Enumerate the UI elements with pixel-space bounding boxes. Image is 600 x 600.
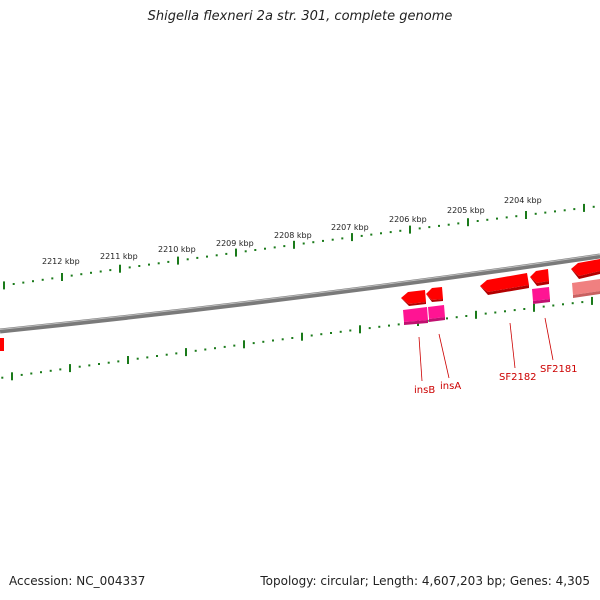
leader-SF2181 bbox=[544, 317, 554, 361]
label-leaders bbox=[418, 317, 554, 382]
outer-scale-ruler bbox=[3, 203, 595, 290]
scale-label-2209: 2209 kbp bbox=[216, 239, 254, 248]
scale-label-2205: 2205 kbp bbox=[447, 206, 485, 215]
gene-block-insB-lower[interactable] bbox=[403, 307, 428, 322]
leader-insA bbox=[438, 333, 450, 379]
gene-labels: insB insA SF2182 SF2181 bbox=[414, 364, 578, 396]
leader-insB bbox=[418, 336, 423, 382]
gene-arrow-insA-upper[interactable] bbox=[426, 287, 443, 300]
gene-label-SF2182[interactable]: SF2182 bbox=[499, 372, 537, 383]
gene-label-insA[interactable]: insA bbox=[440, 381, 461, 392]
scale-label-2207: 2207 kbp bbox=[331, 223, 369, 232]
leader-SF2182 bbox=[509, 322, 516, 369]
gene-arrow-SF2182[interactable] bbox=[480, 273, 529, 292]
gene-arrow-SF2181-upper[interactable] bbox=[530, 269, 549, 283]
gene-feature-left-edge[interactable] bbox=[0, 338, 4, 351]
gene-block-SF2181-lower[interactable] bbox=[532, 287, 550, 301]
genome-title: Shigella flexneri 2a str. 301, complete … bbox=[147, 9, 453, 24]
scale-label-2204: 2204 kbp bbox=[504, 196, 542, 205]
scale-labels: 2212 kbp 2211 kbp 2210 kbp 2209 kbp 2208… bbox=[42, 196, 542, 266]
gene-label-insB[interactable]: insB bbox=[414, 385, 435, 396]
accession-label: Accession: NC_004337 bbox=[9, 574, 146, 588]
gene-arrow-insB-upper[interactable] bbox=[401, 290, 426, 304]
scale-label-2208: 2208 kbp bbox=[274, 231, 312, 240]
gene-features bbox=[0, 259, 600, 351]
gene-arrow-right-edge[interactable] bbox=[571, 259, 600, 276]
gene-label-SF2181[interactable]: SF2181 bbox=[540, 364, 578, 375]
scale-label-2212: 2212 kbp bbox=[42, 257, 80, 266]
gene-block-insA-lower[interactable] bbox=[428, 305, 445, 319]
scale-label-2210: 2210 kbp bbox=[158, 245, 196, 254]
gene-block-right-edge[interactable] bbox=[572, 279, 600, 295]
genome-summary: Topology: circular; Length: 4,607,203 bp… bbox=[260, 574, 590, 588]
inner-scale-ruler bbox=[1, 296, 593, 381]
scale-label-2211: 2211 kbp bbox=[100, 252, 138, 261]
genome-backbone bbox=[0, 253, 600, 334]
scale-label-2206: 2206 kbp bbox=[389, 215, 427, 224]
